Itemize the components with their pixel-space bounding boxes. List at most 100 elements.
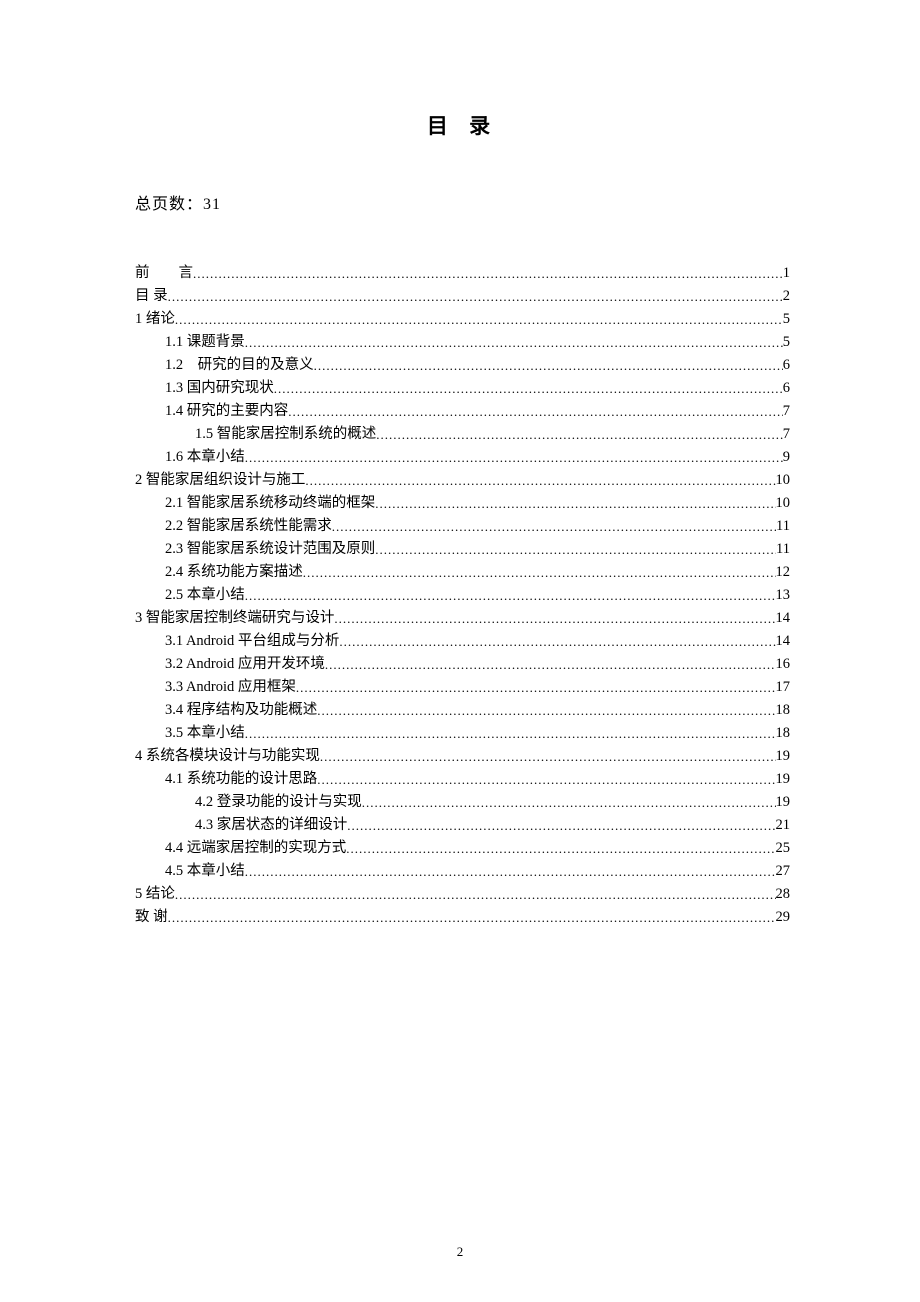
toc-leader-dots (175, 888, 776, 901)
toc-entry: 4.5 本章小结 27 (135, 864, 790, 879)
toc-entry-page: 2 (783, 289, 790, 304)
toc-entry: 1.1 课题背景5 (135, 335, 790, 350)
toc-entry-page: 7 (783, 427, 790, 442)
toc-entry-label: 1 绪论 (135, 312, 175, 327)
toc-entry-page: 14 (776, 634, 791, 649)
toc-entry: 1 绪论5 (135, 312, 790, 327)
toc-leader-dots (274, 382, 783, 395)
toc-entry-page: 16 (776, 657, 791, 672)
toc-entry: 1.4 研究的主要内容7 (135, 404, 790, 419)
toc-entry-label: 致 谢 (135, 910, 168, 925)
page-title: 目 录 (135, 110, 790, 140)
toc-entry: 3.1 Android 平台组成与分析 14 (135, 634, 790, 649)
toc-entry-page: 11 (776, 542, 790, 557)
toc-entry-label: 2.4 系统功能方案描述 (165, 565, 303, 580)
toc-entry: 2.3 智能家居系统设计范围及原则 11 (135, 542, 790, 557)
toc-entry-page: 9 (783, 450, 790, 465)
toc-entry-label: 5 结论 (135, 887, 175, 902)
toc-entry-label: 3.3 Android 应用框架 (165, 680, 296, 695)
toc-entry: 3.3 Android 应用框架 17 (135, 680, 790, 695)
toc-leader-dots (296, 681, 776, 694)
toc-leader-dots (375, 497, 775, 510)
toc-entry-page: 18 (776, 703, 791, 718)
toc-entry-label: 3 智能家居控制终端研究与设计 (135, 611, 334, 626)
toc-leader-dots (376, 428, 783, 441)
toc-entry-label: 4.1 系统功能的设计思路 (165, 772, 317, 787)
toc-leader-dots (288, 405, 783, 418)
toc-entry: 4 系统各模块设计与功能实现19 (135, 749, 790, 764)
toc-entry-page: 19 (776, 795, 791, 810)
toc-entry-page: 21 (776, 818, 791, 833)
toc-entry: 致 谢29 (135, 910, 790, 925)
toc-leader-dots (334, 612, 775, 625)
toc-leader-dots (346, 842, 775, 855)
toc-entry-label: 2.3 智能家居系统设计范围及原则 (165, 542, 375, 557)
toc-leader-dots (362, 796, 776, 809)
toc-entry-label: 1.4 研究的主要内容 (165, 404, 288, 419)
toc-leader-dots (325, 658, 776, 671)
toc-entry-page: 10 (776, 496, 791, 511)
toc-entry: 前 言 1 (135, 266, 790, 281)
toc-entry-page: 11 (776, 519, 790, 534)
toc-entry: 3.2 Android 应用开发环境 16 (135, 657, 790, 672)
toc-entry-label: 2.1 智能家居系统移动终端的框架 (165, 496, 375, 511)
toc-entry-label: 前 言 (135, 266, 193, 281)
toc-entry-page: 5 (783, 335, 790, 350)
toc-leader-dots (320, 750, 776, 763)
toc-entry-page: 25 (776, 841, 791, 856)
toc-entry: 5 结论 28 (135, 887, 790, 902)
toc-leader-dots (305, 474, 775, 487)
toc-leader-dots (314, 359, 783, 372)
toc-leader-dots (168, 911, 776, 924)
toc-entry-label: 2 智能家居组织设计与施工 (135, 473, 305, 488)
toc-entry: 1.2 研究的目的及意义6 (135, 358, 790, 373)
toc-entry-label: 3.4 程序结构及功能概述 (165, 703, 317, 718)
toc-entry: 2.5 本章小结13 (135, 588, 790, 603)
toc-leader-dots (245, 589, 776, 602)
toc-leader-dots (332, 520, 776, 533)
toc-entry-label: 2.5 本章小结 (165, 588, 245, 603)
toc-leader-dots (175, 313, 783, 326)
toc-entry: 4.3 家居状态的详细设计 21 (135, 818, 790, 833)
toc-entry-label: 4.5 本章小结 (165, 864, 245, 879)
toc-entry-page: 28 (776, 887, 791, 902)
toc-entry-label: 3.1 Android 平台组成与分析 (165, 634, 339, 649)
toc-entry-label: 目 录 (135, 289, 168, 304)
toc-entry: 3.4 程序结构及功能概述 18 (135, 703, 790, 718)
toc-entry-label: 1.6 本章小结 (165, 450, 245, 465)
toc-entry: 3 智能家居控制终端研究与设计 14 (135, 611, 790, 626)
toc-entry: 4.1 系统功能的设计思路19 (135, 772, 790, 787)
toc-entry: 1.6 本章小结 9 (135, 450, 790, 465)
toc-entry-label: 1.3 国内研究现状 (165, 381, 274, 396)
toc-entry-label: 2.2 智能家居系统性能需求 (165, 519, 332, 534)
toc-entry-page: 14 (776, 611, 791, 626)
document-page: 目 录 总页数：31 前 言1目 录21 绪论51.1 课题背景51.2 研究的… (0, 0, 920, 925)
toc-entry: 2.2 智能家居系统性能需求 11 (135, 519, 790, 534)
toc-entry-label: 4.2 登录功能的设计与实现 (195, 795, 362, 810)
toc-entry: 1.5 智能家居控制系统的概述 7 (135, 427, 790, 442)
toc-leader-dots (317, 773, 775, 786)
toc-leader-dots (347, 819, 775, 832)
toc-entry-label: 1.5 智能家居控制系统的概述 (195, 427, 376, 442)
toc-entry-label: 4 系统各模块设计与功能实现 (135, 749, 320, 764)
toc-entry-page: 1 (783, 266, 790, 281)
toc-leader-dots (245, 451, 783, 464)
toc-leader-dots (375, 543, 776, 556)
toc-leader-dots (245, 727, 776, 740)
toc-entry-label: 3.2 Android 应用开发环境 (165, 657, 325, 672)
toc-entry: 4.2 登录功能的设计与实现 19 (135, 795, 790, 810)
toc-entry-label: 4.4 远端家居控制的实现方式 (165, 841, 346, 856)
toc-leader-dots (245, 865, 776, 878)
toc-entry-page: 27 (776, 864, 791, 879)
table-of-contents: 前 言1目 录21 绪论51.1 课题背景51.2 研究的目的及意义61.3 国… (135, 266, 790, 925)
toc-entry-page: 12 (776, 565, 791, 580)
toc-entry-label: 3.5 本章小结 (165, 726, 245, 741)
toc-entry-label: 4.3 家居状态的详细设计 (195, 818, 347, 833)
toc-entry-page: 17 (776, 680, 791, 695)
toc-entry-page: 10 (776, 473, 791, 488)
toc-entry: 2.1 智能家居系统移动终端的框架 10 (135, 496, 790, 511)
toc-entry: 4.4 远端家居控制的实现方式 25 (135, 841, 790, 856)
toc-entry: 目 录 2 (135, 289, 790, 304)
toc-entry: 1.3 国内研究现状6 (135, 381, 790, 396)
toc-entry-page: 6 (783, 358, 790, 373)
